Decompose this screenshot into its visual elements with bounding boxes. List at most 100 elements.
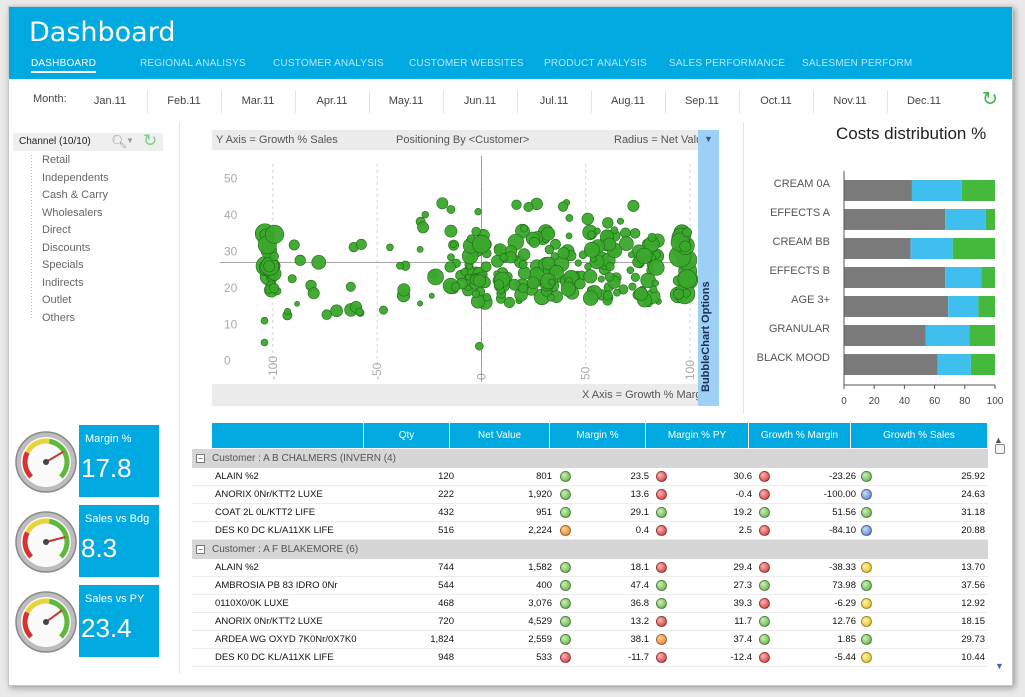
bubble-point[interactable]: [626, 266, 635, 275]
bubble-point[interactable]: [449, 241, 457, 249]
bubble-point[interactable]: [649, 285, 658, 294]
bubble-point[interactable]: [330, 304, 343, 318]
bubble-point[interactable]: [597, 275, 605, 283]
bubble-point[interactable]: [379, 305, 388, 315]
month-7[interactable]: Aug.11: [610, 95, 646, 107]
chevron-down-icon[interactable]: ▼: [126, 136, 134, 145]
collapse-icon[interactable]: −: [196, 454, 205, 463]
bubble-point[interactable]: [636, 247, 653, 265]
grid-col-header-1[interactable]: Net Value: [450, 423, 550, 448]
bubble-point[interactable]: [287, 274, 297, 284]
bubble-point[interactable]: [518, 283, 529, 294]
bubble-point[interactable]: [355, 238, 367, 250]
bubble-point[interactable]: [503, 296, 515, 308]
tab-5[interactable]: SALES PERFORMANCE: [669, 58, 786, 69]
bubble-point[interactable]: [386, 243, 394, 252]
bubble-point[interactable]: [444, 261, 456, 273]
kpi-box-1[interactable]: Sales vs Bdg 8.3: [79, 505, 159, 577]
bubble-point[interactable]: [565, 214, 574, 222]
bubble-point[interactable]: [263, 260, 276, 273]
tab-2[interactable]: CUSTOMER ANALYSIS: [273, 58, 384, 69]
grid-col-header-4[interactable]: Growth % Margin: [749, 423, 851, 448]
bubble-point[interactable]: [472, 274, 486, 288]
bubble-point[interactable]: [284, 307, 292, 316]
bubble-point[interactable]: [517, 248, 531, 261]
bubble-point[interactable]: [417, 221, 429, 234]
bubble-point[interactable]: [396, 261, 404, 270]
bubble-point[interactable]: [541, 256, 556, 271]
bubble-point[interactable]: [472, 234, 491, 254]
bubble-point[interactable]: [499, 253, 508, 262]
channel-item-9[interactable]: Others: [42, 311, 76, 324]
bubble-point[interactable]: [651, 279, 659, 287]
bubble-point[interactable]: [682, 227, 693, 238]
bubble-point[interactable]: [526, 276, 540, 289]
bubble-point[interactable]: [511, 199, 522, 210]
grid-row[interactable]: COAT 2L 0L/KTT2 LIFE 432 951 29.1 19.2 51.56 3…: [192, 504, 988, 522]
bubble-point[interactable]: [480, 261, 492, 273]
grid-scrollbar[interactable]: ▲ ▼: [994, 435, 1006, 675]
bubble-point[interactable]: [345, 281, 356, 292]
bubble-point[interactable]: [565, 232, 573, 240]
scroll-down-icon[interactable]: ▼: [995, 661, 1004, 671]
month-9[interactable]: Oct.11: [760, 95, 792, 107]
bubble-point[interactable]: [474, 208, 482, 216]
month-0[interactable]: Jan.11: [93, 95, 127, 107]
bubble-point[interactable]: [581, 212, 594, 226]
month-6[interactable]: Jul.11: [539, 95, 569, 107]
grid-row[interactable]: DES K0 DC KL/A11XK LIFE 516 2,224 0.4 2.5 -84…: [192, 522, 988, 540]
bubble-point[interactable]: [446, 205, 456, 214]
month-11[interactable]: Dec.11: [906, 95, 942, 107]
bubble-point[interactable]: [628, 282, 637, 291]
bubble-point[interactable]: [541, 226, 556, 241]
bubble-point[interactable]: [604, 272, 615, 282]
bubble-point[interactable]: [493, 279, 505, 290]
month-8[interactable]: Sep.11: [684, 95, 720, 107]
tab-3[interactable]: CUSTOMER WEBSITES: [409, 58, 524, 69]
bubble-point[interactable]: [450, 282, 461, 292]
bubble-point[interactable]: [602, 237, 617, 252]
bubble-point[interactable]: [471, 289, 481, 299]
bubble-point[interactable]: [628, 251, 635, 259]
bubble-point[interactable]: [582, 290, 599, 306]
bubble-point[interactable]: [475, 341, 484, 351]
bubble-point[interactable]: [574, 278, 586, 290]
bubble-point[interactable]: [544, 244, 555, 255]
month-4[interactable]: May.11: [388, 95, 424, 107]
search-icon[interactable]: 🔍︎: [111, 134, 128, 149]
chevron-down-icon[interactable]: ▼: [704, 134, 713, 144]
grid-col-header-2[interactable]: Margin %: [550, 423, 646, 448]
bubble-point[interactable]: [594, 227, 601, 235]
tab-1[interactable]: REGIONAL ANALISYS: [140, 58, 246, 69]
channel-item-0[interactable]: Retail: [42, 154, 71, 166]
bubble-point[interactable]: [416, 246, 424, 253]
bubble-point[interactable]: [355, 307, 364, 317]
bubble-point[interactable]: [548, 278, 556, 286]
grid-row[interactable]: ALAIN %2 120 801 23.5 30.6 -23.26 25.92: [192, 468, 988, 486]
channel-item-6[interactable]: Specials: [42, 259, 84, 271]
bubble-point[interactable]: [648, 259, 665, 276]
grid-group-row[interactable]: − Customer : A F BLAKEMORE (6): [192, 540, 988, 559]
bubble-point[interactable]: [269, 251, 279, 261]
bubble-point[interactable]: [627, 199, 640, 212]
bubble-point[interactable]: [677, 269, 697, 289]
bubble-point[interactable]: [619, 236, 634, 251]
channel-item-2[interactable]: Cash & Carry: [42, 189, 109, 201]
channel-item-7[interactable]: Indirects: [42, 276, 84, 289]
bubble-point[interactable]: [294, 254, 306, 266]
grid-row[interactable]: ARDEA WG OXYD 7K0Nr/0X7K0 1,824 2,559 38.1 3…: [192, 631, 988, 649]
grid-row[interactable]: ANORIX 0Nr/KTT2 LUXE 720 4,529 13.2 11.7 12.7…: [192, 613, 988, 631]
channel-item-5[interactable]: Discounts: [42, 241, 91, 254]
bubble-point[interactable]: [428, 292, 435, 299]
bubble-point[interactable]: [602, 217, 614, 229]
bubble-point[interactable]: [311, 255, 327, 270]
grid-row[interactable]: AMBROSIA PB 83 IDRO 0Nr 544 400 47.4 27.3 73.…: [192, 577, 988, 595]
bubble-point[interactable]: [587, 230, 596, 239]
grid-row[interactable]: DES K0 DC KL/A11XK LIFE 948 533 -11.7 -12.4 -…: [192, 649, 988, 667]
bubble-point[interactable]: [321, 309, 332, 320]
bubble-options-tab[interactable]: ▼ BubbleChart Options: [698, 130, 719, 406]
bubble-point[interactable]: [518, 260, 528, 269]
bubble-point[interactable]: [634, 287, 648, 301]
bubble-point[interactable]: [630, 272, 640, 282]
kpi-box-0[interactable]: Margin % 17.8: [79, 425, 159, 497]
